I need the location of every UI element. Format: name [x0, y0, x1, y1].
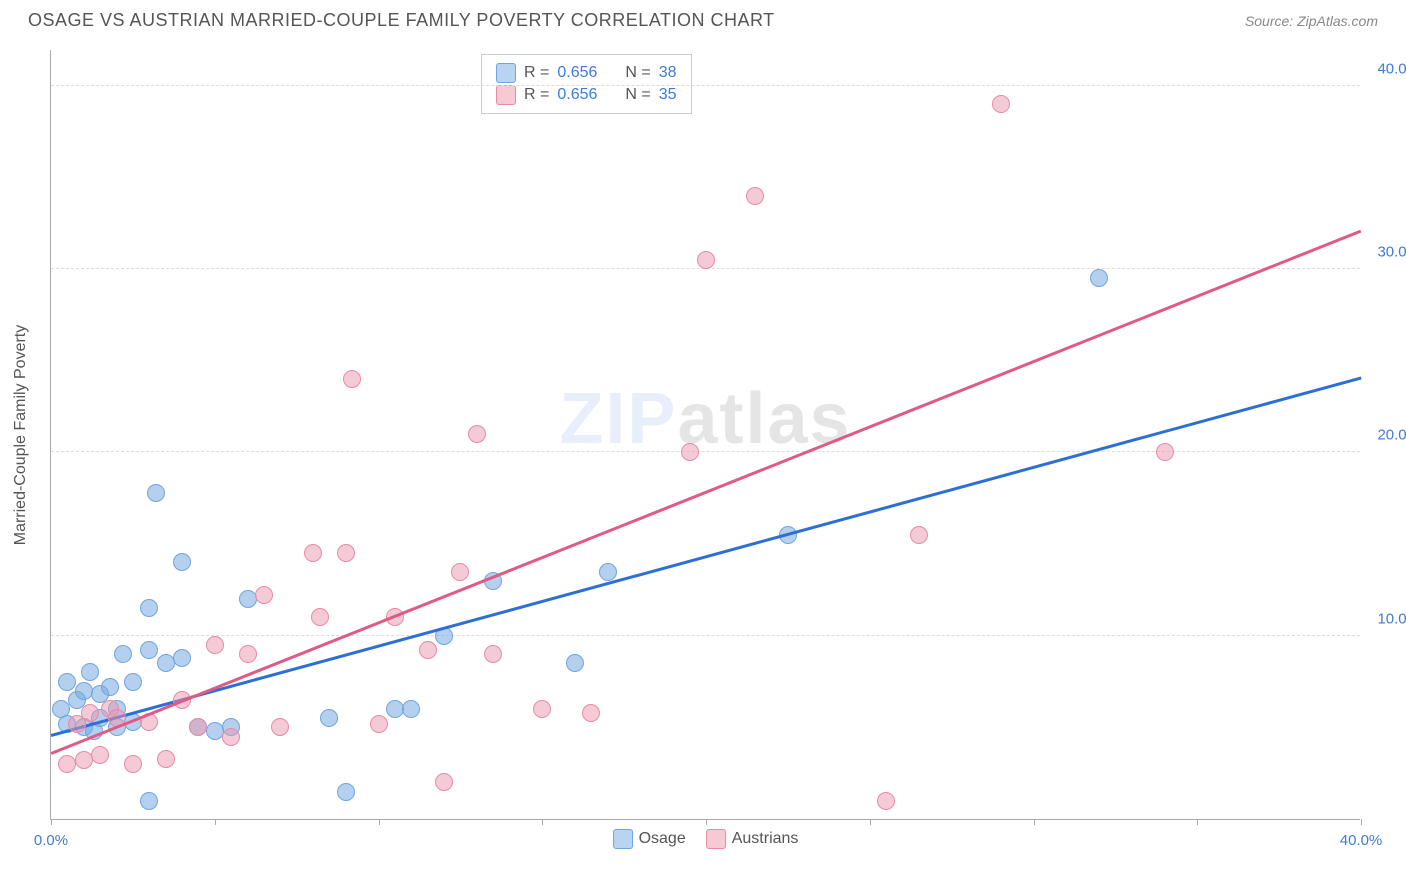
legend-r-label: R =: [524, 64, 549, 82]
scatter-point: [58, 755, 76, 773]
scatter-point: [124, 673, 142, 691]
x-tick: [379, 819, 380, 825]
legend-swatch: [706, 829, 726, 849]
y-tick-label: 20.0%: [1377, 427, 1406, 444]
scatter-point: [484, 645, 502, 663]
x-tick: [706, 819, 707, 825]
scatter-point: [746, 187, 764, 205]
legend-r-value: 0.656: [557, 86, 597, 104]
scatter-point: [468, 425, 486, 443]
x-tick: [51, 819, 52, 825]
legend-row: R = 0.656 N = 38: [496, 63, 677, 83]
scatter-point: [124, 755, 142, 773]
y-axis-label: Married-Couple Family Poverty: [12, 324, 30, 545]
scatter-point: [599, 563, 617, 581]
scatter-point: [451, 563, 469, 581]
scatter-point: [337, 544, 355, 562]
legend-swatch: [496, 63, 516, 83]
legend-item: Osage: [613, 829, 686, 849]
source-label: Source: ZipAtlas.com: [1245, 13, 1378, 29]
scatter-point: [566, 654, 584, 672]
scatter-point: [343, 370, 361, 388]
legend-n-value: 38: [659, 64, 677, 82]
gridline: [51, 85, 1360, 86]
x-tick: [870, 819, 871, 825]
legend-item: Austrians: [706, 829, 799, 849]
scatter-point: [419, 641, 437, 659]
scatter-point: [81, 704, 99, 722]
y-tick-label: 10.0%: [1377, 610, 1406, 627]
scatter-point: [255, 586, 273, 604]
scatter-point: [435, 773, 453, 791]
scatter-point: [189, 718, 207, 736]
legend-label: Austrians: [732, 830, 799, 847]
scatter-point: [681, 443, 699, 461]
scatter-point: [370, 715, 388, 733]
scatter-point: [271, 718, 289, 736]
scatter-point: [582, 704, 600, 722]
scatter-point: [304, 544, 322, 562]
scatter-point: [147, 484, 165, 502]
scatter-point: [157, 750, 175, 768]
scatter-point: [402, 700, 420, 718]
y-tick-label: 30.0%: [1377, 244, 1406, 261]
scatter-point: [239, 645, 257, 663]
legend-swatch: [496, 85, 516, 105]
legend-r-value: 0.656: [557, 64, 597, 82]
scatter-point: [140, 792, 158, 810]
legend-label: Osage: [639, 830, 686, 847]
x-tick: [1197, 819, 1198, 825]
scatter-point: [222, 728, 240, 746]
scatter-point: [173, 649, 191, 667]
legend-n-label: N =: [625, 86, 650, 104]
scatter-point: [75, 682, 93, 700]
scatter-point: [75, 751, 93, 769]
scatter-point: [386, 700, 404, 718]
scatter-point: [877, 792, 895, 810]
scatter-point: [173, 553, 191, 571]
scatter-point: [206, 636, 224, 654]
scatter-point: [337, 783, 355, 801]
trend-line: [51, 230, 1362, 755]
y-tick-label: 40.0%: [1377, 60, 1406, 77]
x-tick: [215, 819, 216, 825]
scatter-point: [91, 746, 109, 764]
chart-title: OSAGE VS AUSTRIAN MARRIED-COUPLE FAMILY …: [28, 10, 775, 31]
legend-r-label: R =: [524, 86, 549, 104]
legend-row: R = 0.656 N = 35: [496, 85, 677, 105]
scatter-point: [101, 678, 119, 696]
scatter-point: [140, 599, 158, 617]
scatter-point: [320, 709, 338, 727]
x-tick: [1361, 819, 1362, 825]
scatter-point: [1090, 269, 1108, 287]
scatter-point: [114, 645, 132, 663]
x-tick-label: 40.0%: [1340, 832, 1383, 849]
gridline: [51, 635, 1360, 636]
legend-n-label: N =: [625, 64, 650, 82]
scatter-point: [81, 663, 99, 681]
scatter-point: [533, 700, 551, 718]
legend-n-value: 35: [659, 86, 677, 104]
watermark: ZIPatlas: [559, 378, 851, 460]
scatter-point: [1156, 443, 1174, 461]
scatter-point: [311, 608, 329, 626]
scatter-point: [697, 251, 715, 269]
scatter-point: [239, 590, 257, 608]
scatter-point: [157, 654, 175, 672]
scatter-point: [206, 722, 224, 740]
scatter-point: [992, 95, 1010, 113]
trend-line: [51, 377, 1362, 737]
x-tick-label: 0.0%: [34, 832, 68, 849]
scatter-point: [910, 526, 928, 544]
legend-series: Osage Austrians: [613, 829, 799, 849]
legend-swatch: [613, 829, 633, 849]
x-tick: [1034, 819, 1035, 825]
chart-plot-area: Married-Couple Family Poverty ZIPatlas R…: [50, 50, 1360, 820]
scatter-point: [58, 673, 76, 691]
x-tick: [542, 819, 543, 825]
scatter-point: [140, 641, 158, 659]
